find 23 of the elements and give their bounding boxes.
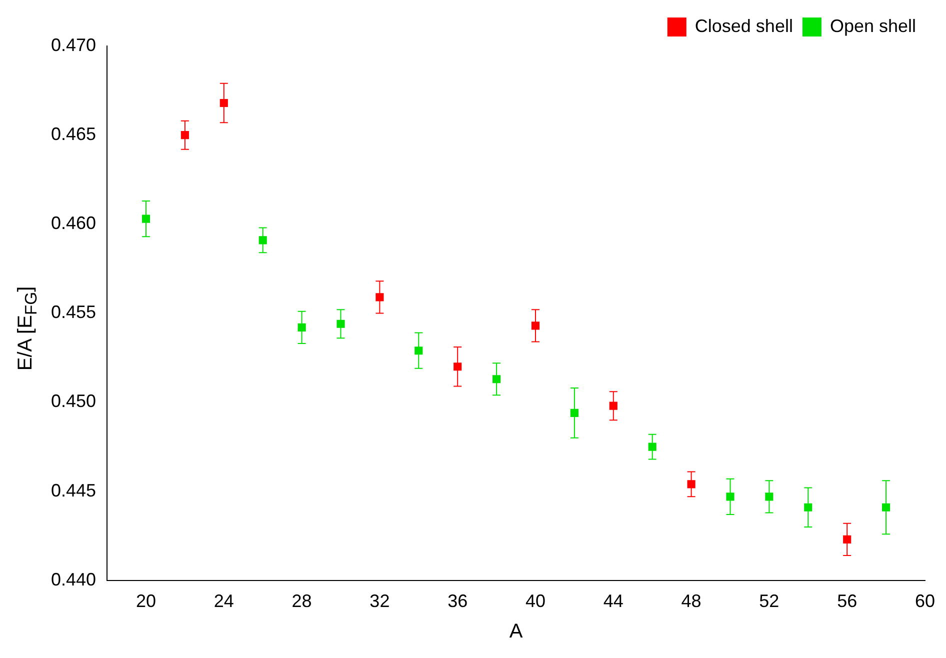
- x-tick-label: 20: [136, 591, 156, 612]
- x-tick-label: 60: [914, 591, 936, 612]
- y-tick-label: 0.470: [50, 34, 96, 55]
- y-tick-label: 0.440: [50, 569, 96, 590]
- x-tick-label: 44: [603, 591, 624, 612]
- x-tick-label: 24: [214, 591, 234, 612]
- y-tick-label: 0.465: [50, 124, 96, 144]
- x-tick-label: 40: [525, 591, 546, 612]
- legend-label: Closed shell: [694, 16, 793, 36]
- legend-label: Open shell: [830, 16, 916, 36]
- point: [336, 320, 345, 328]
- y-tick-label: 0.450: [50, 391, 96, 412]
- point: [726, 492, 734, 501]
- x-tick-label: 28: [292, 591, 312, 612]
- x-tick-label: 52: [759, 591, 780, 612]
- y-tick-label: 0.455: [50, 302, 96, 322]
- x-axis-title: A: [509, 620, 524, 643]
- x-tick-label: 48: [681, 591, 702, 612]
- y-tick-label: 0.445: [50, 480, 96, 500]
- x-tick-label: 32: [370, 591, 390, 612]
- x-tick-label: 56: [837, 591, 858, 612]
- y-tick-label: 0.460: [50, 213, 96, 234]
- x-tick-label: 36: [448, 591, 468, 612]
